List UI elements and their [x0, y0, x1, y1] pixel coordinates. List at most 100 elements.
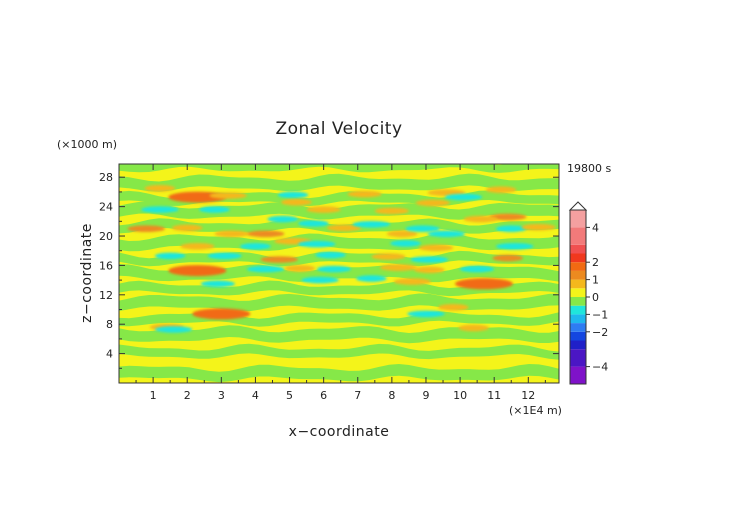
- anomaly-blob: [180, 243, 215, 250]
- anomaly-blob: [410, 256, 449, 263]
- anomaly-blob: [171, 224, 203, 232]
- velocity-anomalies: [127, 185, 556, 333]
- anomaly-blob: [379, 264, 418, 271]
- green-band: [119, 364, 559, 383]
- anomaly-blob: [438, 304, 469, 311]
- colorbar-segment: [570, 227, 586, 245]
- x-tick-label: 11: [487, 389, 501, 402]
- colorbar-segment: [570, 244, 586, 254]
- colorbar-tick-label: 0: [592, 291, 599, 304]
- colorbar-segment: [570, 323, 586, 332]
- time-label: 19800 s: [567, 162, 611, 175]
- anomaly-blob: [427, 230, 466, 238]
- anomaly-blob: [463, 215, 498, 223]
- x-tick-label: 3: [218, 389, 225, 402]
- y-tick-label: 16: [99, 259, 113, 272]
- x-tick-label: 12: [521, 389, 535, 402]
- anomaly-blob: [267, 215, 299, 223]
- anomaly-blob: [371, 253, 406, 260]
- colorbar-tick-label: −2: [592, 326, 608, 339]
- anomaly-blob: [154, 252, 186, 260]
- anomaly-blob: [489, 213, 527, 221]
- green-band: [119, 325, 559, 344]
- anomaly-blob: [192, 308, 251, 320]
- y-tick-label: 28: [99, 171, 113, 184]
- anomaly-blob: [207, 252, 242, 260]
- anomaly-blob: [306, 206, 341, 213]
- colorbar-segment: [570, 279, 586, 289]
- y-axis-ticks: 4 8 12 16 20 24 28: [99, 171, 559, 369]
- anomaly-blob: [444, 193, 483, 201]
- anomaly-blob: [316, 265, 351, 273]
- colorbar-tick-label: −1: [592, 308, 608, 321]
- x-tick-label: 2: [184, 389, 191, 402]
- anomaly-blob: [485, 186, 517, 193]
- anomaly-blob: [495, 243, 534, 250]
- x-unit-label: (×1E4 m): [509, 404, 562, 417]
- y-tick-label: 4: [106, 348, 113, 361]
- anomaly-blob: [495, 225, 527, 232]
- anomaly-blob: [214, 230, 249, 238]
- x-tick-label: 9: [422, 389, 429, 402]
- green-band: [119, 264, 559, 283]
- anomaly-blob: [356, 275, 387, 282]
- anomaly-blob: [386, 230, 418, 238]
- anomaly-blob: [301, 276, 340, 284]
- anomaly-blob: [374, 207, 409, 215]
- anomaly-blob: [240, 243, 271, 250]
- anomaly-blob: [260, 256, 299, 263]
- anomaly-blob: [390, 240, 421, 247]
- y-tick-label: 8: [106, 318, 113, 331]
- x-tick-label: 1: [150, 389, 157, 402]
- x-tick-label: 10: [453, 389, 467, 402]
- colorbar-segment: [570, 253, 586, 263]
- x-tick-label: 8: [388, 389, 395, 402]
- colorbar-segment: [570, 331, 586, 341]
- green-band: [119, 233, 559, 252]
- colorbar-segment: [570, 297, 586, 306]
- anomaly-blob: [209, 192, 247, 199]
- y-axis-label: z−coordinate: [79, 223, 95, 323]
- x-axis-ticks: 1 2 3 4 5 6 7 8 9 10 11 12: [135, 164, 546, 402]
- x-tick-label: 7: [354, 389, 361, 402]
- colorbar-tick-label: −4: [592, 361, 608, 374]
- anomaly-blob: [393, 278, 432, 285]
- plot-frame: [118, 163, 560, 384]
- anomaly-blob: [315, 251, 346, 259]
- green-band: [119, 173, 559, 192]
- chart-title: Zonal Velocity: [275, 119, 402, 139]
- anomaly-blob: [277, 191, 309, 199]
- anomaly-blob: [127, 225, 166, 232]
- anomaly-blob: [458, 324, 490, 332]
- colorbar-segment: [570, 314, 586, 324]
- colorbar-segment: [570, 270, 586, 280]
- anomaly-blob: [460, 265, 495, 273]
- y-tick-label: 12: [99, 289, 113, 302]
- x-tick-label: 4: [252, 389, 259, 402]
- anomaly-blob: [419, 244, 454, 252]
- anomaly-blob: [455, 278, 513, 290]
- anomaly-blob: [200, 280, 235, 288]
- anomaly-blob: [199, 206, 230, 213]
- colorbar-tick-label: 4: [592, 221, 599, 234]
- green-band: [119, 343, 559, 360]
- anomaly-blob: [141, 206, 179, 213]
- colorbar-segment: [570, 349, 586, 367]
- anomaly-blob: [298, 220, 329, 227]
- colorbar: 4 2 1 0 −1 −2 −4: [568, 201, 608, 385]
- anomaly-blob: [327, 224, 362, 232]
- anomaly-blob: [154, 326, 193, 333]
- anomaly-blob: [298, 240, 336, 248]
- anomaly-blob: [521, 223, 556, 231]
- colorbar-segment: [570, 288, 586, 297]
- anomaly-blob: [246, 230, 285, 238]
- anomaly-blob: [405, 225, 440, 232]
- anomaly-blob: [246, 265, 285, 273]
- colorbar-segment: [570, 210, 586, 228]
- x-tick-label: 6: [320, 389, 327, 402]
- colorbar-segment: [570, 340, 586, 350]
- colorbar-segment: [570, 305, 586, 315]
- anomaly-blob: [144, 185, 176, 192]
